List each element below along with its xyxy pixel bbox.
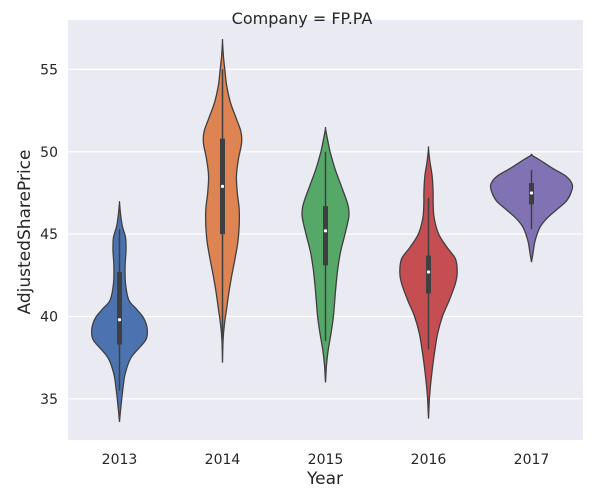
violin-2016: [399, 146, 458, 419]
violin-median-2013: [117, 318, 122, 322]
y-tick-35: 35: [40, 392, 58, 408]
violin-median-2016: [426, 270, 431, 274]
y-tick-labels: 35 40 45 50 55: [40, 62, 58, 407]
x-tick-2014: 2014: [205, 452, 241, 468]
violins: [90, 38, 574, 422]
x-axis-label: Year: [306, 469, 343, 489]
x-tick-2017: 2017: [514, 452, 550, 468]
violin-2015: [301, 126, 350, 383]
violin-median-2015: [323, 229, 328, 233]
x-tick-2013: 2013: [102, 452, 138, 468]
x-tick-2016: 2016: [411, 452, 447, 468]
violin-median-2014: [220, 184, 225, 188]
violin-2014: [202, 38, 243, 363]
y-tick-45: 45: [40, 227, 58, 243]
x-tick-2015: 2015: [308, 452, 344, 468]
violin-median-2017: [529, 191, 534, 195]
x-tick-labels: 2013 2014 2015 2016 2017: [102, 452, 550, 468]
violin-2013: [90, 200, 149, 422]
y-axis-label: AdjustedSharePrice: [15, 150, 35, 315]
y-tick-50: 50: [40, 145, 58, 161]
y-tick-40: 40: [40, 309, 58, 325]
violin-2017: [489, 153, 574, 263]
y-tick-55: 55: [40, 62, 58, 78]
chart-title: Company = FP.PA: [232, 9, 373, 28]
